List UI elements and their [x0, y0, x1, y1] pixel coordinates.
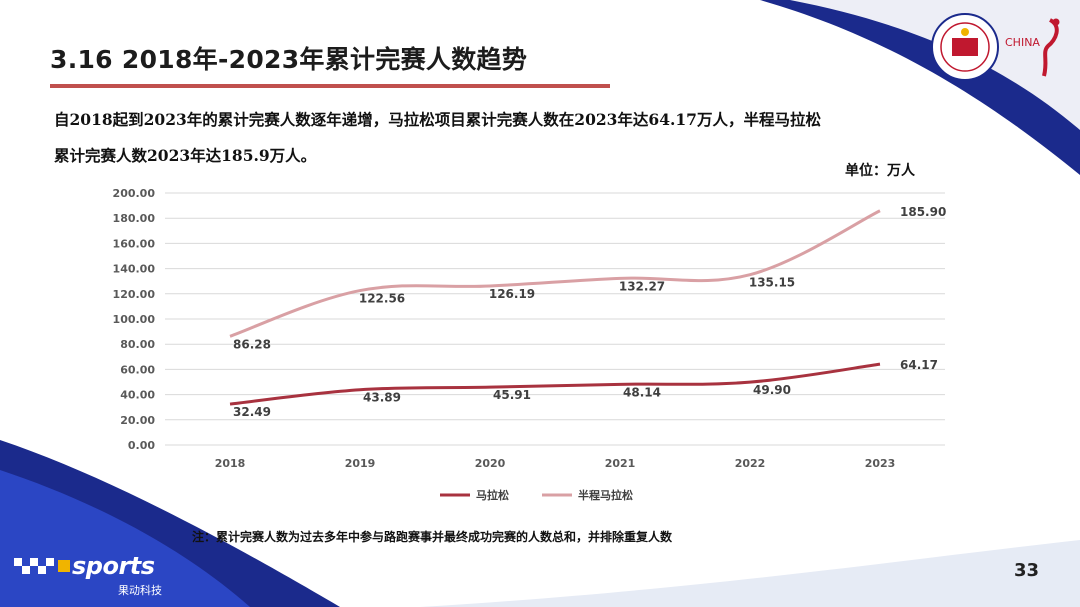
data-label: 64.17	[900, 358, 938, 372]
y-tick-label: 200.00	[113, 187, 156, 200]
data-label: 43.89	[363, 391, 401, 405]
slide-title: 3.16 2018年-2023年累计完赛人数趋势	[50, 45, 528, 74]
y-tick-label: 120.00	[113, 288, 156, 301]
association-seal-icon	[931, 13, 999, 81]
line-chart: 0.00 20.00 40.00 60.00 80.00 100.00 120.00 140.…	[113, 187, 947, 502]
bottom-right-swoosh	[420, 540, 1080, 607]
y-tick-label: 140.00	[113, 263, 156, 276]
china-logo-text: CHINA	[1005, 36, 1040, 49]
bottom-left-blue-swoosh	[0, 470, 250, 607]
data-label: 86.28	[233, 337, 271, 351]
y-tick-label: 100.00	[113, 313, 156, 326]
legend-label: 马拉松	[476, 488, 509, 502]
data-label: 135.15	[749, 276, 795, 290]
footnote: 注：累计完赛人数为过去多年中参与路跑赛事并最终成功完赛的人数总和，并排除重复人数	[192, 530, 673, 544]
runner-figure-icon	[1042, 18, 1060, 77]
y-tick-label: 180.00	[113, 212, 156, 225]
x-tick-label: 2022	[735, 457, 766, 470]
data-label: 185.90	[900, 205, 946, 219]
y-tick-label: 60.00	[120, 363, 155, 376]
title-underline	[50, 84, 610, 88]
series-line-marathon	[229, 362, 881, 406]
y-tick-label: 80.00	[120, 338, 155, 351]
series-line-half-marathon	[229, 209, 881, 338]
x-tick-label: 2019	[345, 457, 376, 470]
y-tick-label: 40.00	[120, 389, 155, 402]
data-label: 32.49	[233, 405, 271, 419]
page-number: 33	[1014, 560, 1040, 581]
y-tick-label: 0.00	[128, 439, 155, 452]
x-tick-label: 2018	[215, 457, 246, 470]
top-right-white-swoosh	[790, 0, 1080, 130]
brand-subtitle: 果动科技	[118, 584, 162, 597]
data-label: 49.90	[753, 383, 791, 397]
data-label: 132.27	[619, 279, 665, 293]
x-tick-label: 2020	[475, 457, 506, 470]
y-tick-label: 20.00	[120, 414, 155, 427]
unit-label: 单位：万人	[845, 163, 915, 179]
intro-text-line-1: 自2018起到2023年的累计完赛人数逐年递增，马拉松项目累计完赛人数在2023…	[54, 110, 821, 129]
x-tick-label: 2023	[865, 457, 896, 470]
data-label: 45.91	[493, 388, 531, 402]
x-tick-label: 2021	[605, 457, 636, 470]
legend-label: 半程马拉松	[578, 488, 633, 502]
checkered-flag-icon	[14, 558, 70, 574]
brand-logo: sports 果动科技	[14, 552, 204, 598]
y-tick-label: 160.00	[113, 237, 156, 250]
data-label: 48.14	[623, 385, 661, 399]
intro-text-line-2: 累计完赛人数2023年达185.9万人。	[54, 146, 317, 165]
brand-name: sports	[72, 552, 155, 580]
data-label: 122.56	[359, 292, 405, 306]
data-label: 126.19	[489, 287, 535, 301]
